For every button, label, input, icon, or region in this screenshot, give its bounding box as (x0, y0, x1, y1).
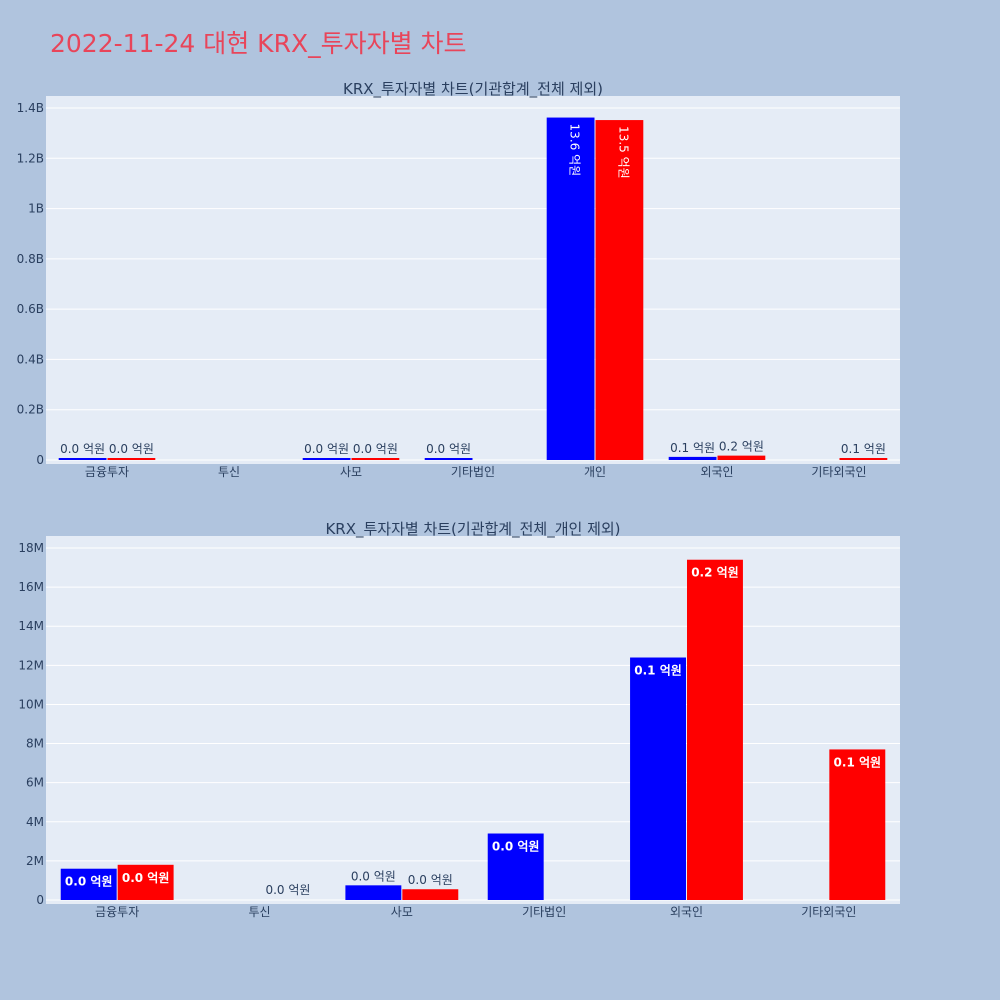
y-tick-label: 1B (28, 202, 44, 216)
bar-buy (487, 833, 544, 900)
x-tick-label: 투신 (218, 465, 240, 479)
bar-sell (687, 559, 743, 900)
x-tick-label: 금융투자 (95, 905, 139, 919)
bar-buy (630, 657, 686, 900)
plot-area-2 (46, 536, 900, 904)
bar-data-label: 0.1 억원 (841, 442, 886, 456)
x-tick-label: 사모 (340, 465, 362, 479)
bar-data-label: 0.1 억원 (670, 441, 715, 455)
x-tick-label: 금융투자 (85, 465, 129, 479)
bar-data-label: 0.0 억원 (265, 883, 310, 897)
y-tick-label: 0.8B (17, 252, 44, 266)
y-tick-label: 6M (26, 776, 44, 790)
bar-buy (668, 456, 717, 460)
bar-data-label: 0.0 억원 (304, 442, 349, 456)
bar-sell (402, 889, 459, 900)
bar-data-label: 0.0 억원 (122, 871, 170, 885)
x-tick-label: 투신 (248, 905, 270, 919)
bar-data-label: 0.2 억원 (691, 566, 739, 580)
bar-buy (345, 885, 402, 900)
bar-buy (546, 117, 595, 460)
bar-data-label: 0.1 억원 (834, 755, 882, 769)
x-tick-label: 기타외국인 (811, 465, 866, 479)
x-tick-label: 개인 (584, 465, 606, 479)
y-tick-label: 0 (36, 893, 44, 907)
bar-sell (829, 749, 886, 900)
bar-data-label: 0.0 억원 (351, 869, 396, 883)
bar-data-label: 13.6 억원 (568, 124, 582, 177)
bar-data-label: 0.0 억원 (109, 442, 154, 456)
bar-data-label: 0.0 억원 (65, 875, 113, 889)
bar-buy (60, 868, 117, 900)
y-tick-label: 12M (18, 658, 44, 672)
page-title: 2022-11-24 대현 KRX_투자자별 차트 (50, 29, 467, 58)
y-tick-label: 4M (26, 815, 44, 829)
x-tick-label: 사모 (391, 905, 413, 919)
bar-data-label: 13.5 억원 (616, 126, 630, 179)
x-tick-label: 기타외국인 (801, 905, 856, 919)
y-tick-label: 8M (26, 737, 44, 751)
y-tick-label: 0 (36, 453, 44, 467)
y-tick-label: 10M (18, 697, 44, 711)
y-tick-label: 18M (18, 541, 44, 555)
y-tick-label: 0.4B (17, 352, 44, 366)
y-tick-label: 1.2B (17, 151, 44, 165)
y-tick-label: 0.2B (17, 403, 44, 417)
x-tick-label: 기타법인 (522, 905, 566, 919)
bar-data-label: 0.0 억원 (408, 873, 453, 887)
bar-sell (717, 455, 766, 460)
y-tick-label: 2M (26, 854, 44, 868)
chart-title: KRX_투자자별 차트(기관합계_전체_개인 제외) (325, 520, 620, 539)
y-tick-label: 16M (18, 580, 44, 594)
y-tick-label: 14M (18, 619, 44, 633)
bar-buy (58, 458, 107, 460)
bar-sell (351, 458, 400, 460)
bar-sell (595, 120, 644, 460)
bar-sell (839, 458, 888, 460)
x-tick-label: 외국인 (670, 905, 703, 919)
bar-data-label: 0.0 억원 (492, 840, 540, 854)
x-tick-label: 기타법인 (451, 465, 495, 479)
bar-data-label: 0.0 억원 (60, 442, 105, 456)
bar-buy (424, 458, 473, 460)
x-tick-label: 외국인 (700, 465, 733, 479)
bar-sell (117, 864, 174, 900)
y-tick-label: 0.6B (17, 302, 44, 316)
bar-buy (302, 458, 351, 460)
bar-data-label: 0.2 억원 (719, 440, 764, 454)
bar-data-label: 0.0 억원 (353, 442, 398, 456)
bar-sell (107, 458, 156, 460)
y-tick-label: 1.4B (17, 101, 44, 115)
plot-area-1 (46, 96, 900, 464)
bar-data-label: 0.1 억원 (634, 664, 682, 678)
chart-title: KRX_투자자별 차트(기관합계_전체 제외) (343, 80, 603, 99)
bar-data-label: 0.0 억원 (426, 442, 471, 456)
